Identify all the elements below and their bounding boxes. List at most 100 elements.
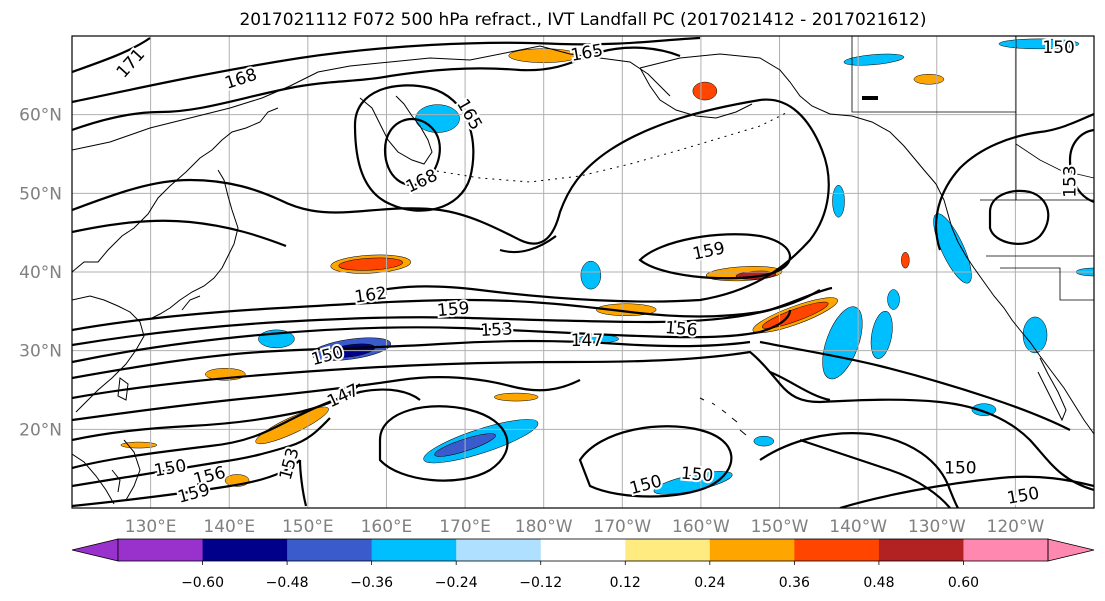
colorbar-segment-0 (118, 539, 204, 561)
lat-tick-label-4: 60°N (19, 106, 62, 126)
shading-blob-8 (255, 406, 329, 445)
contour-150 (72, 339, 751, 380)
shading-blob-21 (580, 260, 602, 290)
axis-tick-labels: 130°E 140°E 150°E 160°E 170°E 180°W 170°W 160°W… (19, 106, 1044, 537)
contour-150-ne-loop (988, 189, 1050, 245)
colorbar-segment-7 (709, 539, 795, 561)
colorbar-tick-label-6: 0.24 (694, 575, 725, 591)
colorbar-segment-8 (794, 539, 880, 561)
contour-156 (72, 286, 833, 347)
asia-coastline (72, 45, 671, 273)
colorbar-segment-6 (625, 539, 711, 561)
shading-blob-5 (762, 301, 829, 329)
lon-tick-label-3: 160°E (361, 517, 413, 537)
colorbar-tick-label-2: −0.36 (350, 575, 393, 591)
contour-156-center (499, 235, 557, 254)
lon-tick-label-0: 130°E (125, 517, 177, 537)
japan-coastline (151, 169, 239, 319)
contour-153-ne (1068, 128, 1094, 204)
colorbar-segment-2 (287, 539, 373, 561)
contour-165-north (72, 46, 681, 132)
contour-165-loop (353, 84, 475, 212)
colorbar-frame (117, 538, 1049, 562)
political-borders (851, 36, 1094, 301)
colorbar-tick-label-0: −0.60 (181, 575, 224, 591)
contour-159-loop (638, 233, 791, 280)
contour-171 (72, 37, 151, 74)
contour-153-south (72, 388, 421, 470)
contour-label-8: 153 (480, 319, 513, 341)
colorbar-tick-label-1: −0.48 (266, 575, 309, 591)
map-title: 2017021112 F072 500 hPa refract., IVT La… (239, 10, 926, 30)
colorbar-extend-high (1047, 538, 1095, 562)
baja-coastline (1037, 357, 1067, 422)
colorbar-segment-9 (878, 539, 964, 561)
colorbar-tick-label-9: 0.60 (948, 575, 979, 591)
north-america-coastline (935, 183, 1094, 435)
lon-tick-label-10: 130°W (908, 517, 966, 537)
colorbar-tick-label-7: 0.36 (779, 575, 810, 591)
colorbar-segment-5 (540, 539, 626, 561)
lon-tick-label-5: 180°W (515, 517, 573, 537)
contour-label-20: 150 (1006, 484, 1041, 509)
lon-tick-label-7: 160°W (672, 517, 730, 537)
colorbar-segment-3 (371, 539, 457, 561)
contour-153-east (759, 340, 1071, 508)
contour-162 (72, 98, 830, 303)
colorbar-segment-4 (456, 539, 542, 561)
shading-blob-30 (832, 184, 845, 218)
colorbar-tick-label-4: −0.12 (519, 575, 562, 591)
lon-tick-label-8: 150°W (751, 517, 809, 537)
shading-blob-15 (1022, 316, 1048, 354)
height-contours (72, 36, 1094, 508)
colorbar-tick-label-8: 0.48 (863, 575, 894, 591)
shading-blob-26 (843, 53, 905, 66)
contour-147 (72, 350, 821, 404)
contour-168-north (72, 36, 701, 104)
lat-tick-label-0: 20°N (19, 420, 62, 440)
shading-blob-25 (913, 74, 945, 85)
shading-blob-27 (998, 38, 1080, 50)
colorbar-segment-10 (963, 539, 1049, 561)
kamchatka-coastline (359, 95, 433, 165)
colorbar-tick-label-5: 0.12 (610, 575, 641, 591)
philippines-coastline (111, 439, 141, 501)
contour-150-loop-a (378, 405, 509, 482)
lon-tick-label-1: 140°E (203, 517, 255, 537)
shading-blob-17 (415, 104, 460, 133)
shading-blob-23 (493, 392, 539, 402)
contour-150-se (839, 475, 1094, 508)
colorbar-segment-1 (202, 539, 288, 561)
lon-tick-label-11: 120°W (987, 517, 1045, 537)
contour-156-south (72, 417, 331, 488)
lon-tick-label-4: 170°E (439, 517, 491, 537)
hawaii-islands (699, 397, 747, 436)
shading-blob-32 (753, 435, 775, 447)
contour-label-19: 150 (944, 459, 976, 479)
map-frame (71, 35, 1095, 509)
contour-147-east (769, 370, 951, 508)
shading-blob-33 (887, 289, 900, 310)
contour-label-10: 147 (571, 331, 603, 351)
contour-150-nw (72, 219, 287, 248)
contour-156-ne (935, 112, 1094, 251)
contour-label-22: 150 (1042, 38, 1074, 58)
lon-tick-label-6: 170°W (593, 517, 651, 537)
contour-147-south (72, 376, 581, 422)
lon-tick-label-9: 140°W (829, 517, 887, 537)
lake-mark (862, 96, 878, 100)
lat-tick-label-1: 30°N (19, 342, 62, 362)
contour-label-7: 159 (436, 298, 470, 321)
contour-label-18: 150 (680, 464, 714, 487)
shading-blob-34 (901, 251, 910, 269)
contour-159-south (72, 459, 308, 508)
contour-label-9: 156 (664, 318, 698, 341)
lat-tick-label-3: 50°N (19, 184, 62, 204)
colorbar-extend-low (71, 538, 119, 562)
contour-150-east (819, 398, 1094, 492)
contour-150-loop-b (578, 425, 733, 498)
contour-label-21: 153 (1060, 165, 1080, 197)
shading-blob-14 (870, 310, 893, 359)
